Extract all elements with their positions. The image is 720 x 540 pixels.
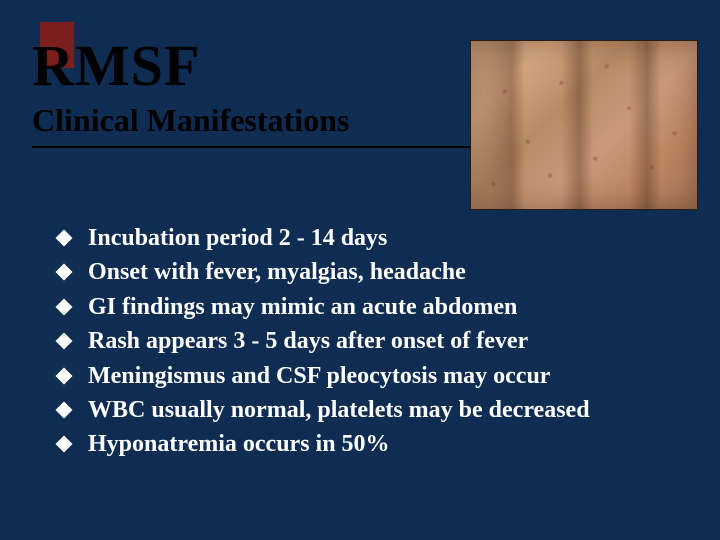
clinical-photo	[470, 40, 698, 210]
list-item: Hyponatremia occurs in 50%	[58, 428, 678, 460]
list-item: Incubation period 2 - 14 days	[58, 222, 678, 254]
list-item: Rash appears 3 - 5 days after onset of f…	[58, 325, 678, 357]
list-item: Meningismus and CSF pleocytosis may occu…	[58, 360, 678, 392]
list-item: Onset with fever, myalgias, headache	[58, 256, 678, 288]
slide-title: RMSF	[32, 32, 200, 99]
list-item: GI findings may mimic an acute abdomen	[58, 291, 678, 323]
list-item: WBC usually normal, platelets may be dec…	[58, 394, 678, 426]
bullet-list: Incubation period 2 - 14 days Onset with…	[58, 222, 678, 463]
slide: RMSF Clinical Manifestations Incubation …	[0, 0, 720, 540]
slide-subtitle: Clinical Manifestations	[32, 102, 349, 139]
